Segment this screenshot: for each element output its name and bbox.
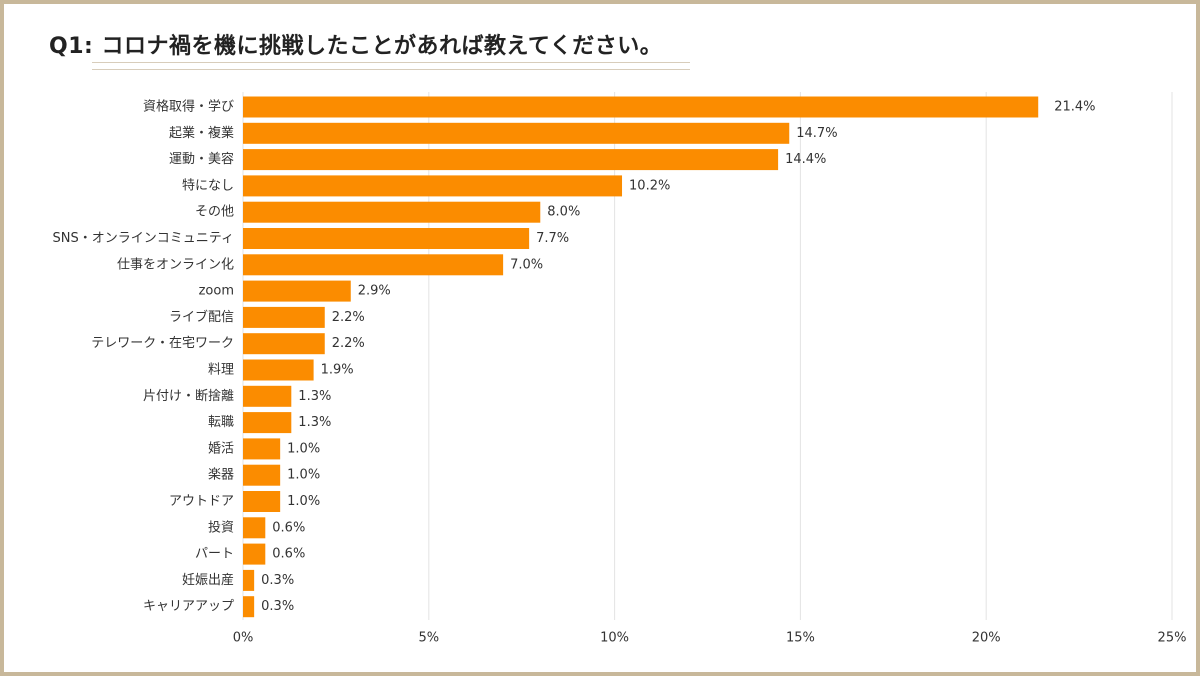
chart-title: Q1: コロナ禍を機に挑戦したことがあれば教えてください。: [49, 34, 663, 59]
category-label: SNS・オンラインコミュニティ: [53, 231, 234, 246]
category-label: 起業・複業: [169, 125, 234, 141]
bar: [243, 333, 325, 355]
bar: [243, 254, 504, 276]
value-label: 1.0%: [287, 494, 320, 509]
value-label: 1.3%: [298, 389, 331, 404]
category-label: その他: [195, 205, 234, 220]
value-label: 10.2%: [629, 178, 670, 193]
value-label: 0.3%: [261, 599, 294, 614]
x-tick-label: 5%: [418, 631, 439, 646]
category-label: 楽器: [208, 467, 234, 483]
category-label: 仕事をオンライン化: [117, 257, 234, 272]
x-tick-label: 0%: [233, 631, 254, 646]
category-label: 妊娠出産: [182, 572, 234, 588]
value-label: 0.6%: [272, 520, 305, 535]
category-label: テレワーク・在宅ワーク: [91, 336, 234, 351]
value-label: 7.7%: [536, 231, 569, 246]
bar: [243, 175, 623, 197]
x-tick-label: 10%: [600, 631, 629, 646]
bar: [243, 96, 1039, 118]
bar: [243, 280, 351, 302]
title-underline: [92, 62, 690, 70]
value-label: 2.2%: [332, 310, 365, 325]
x-tick-label: 20%: [972, 631, 1001, 646]
category-label: 婚活: [208, 441, 234, 456]
value-label: 7.0%: [510, 257, 543, 272]
value-label: 2.2%: [332, 336, 365, 351]
category-label: 転職: [208, 415, 234, 430]
value-label: 21.4%: [1054, 100, 1095, 115]
value-label: 1.0%: [287, 441, 320, 456]
value-label: 14.7%: [796, 126, 837, 141]
x-tick-label: 25%: [1158, 631, 1187, 646]
bar: [243, 464, 281, 486]
grid-lines: [242, 92, 1173, 620]
bar: [243, 385, 292, 407]
bar: [243, 491, 281, 512]
category-label: 特になし: [182, 178, 234, 193]
labels: 0% 5% 10% 15% 20% 25% 資格取得・学び 21.4% 起業・複業 14.7% 運動…: [53, 99, 1187, 646]
value-label: 2.9%: [358, 284, 391, 299]
bar: [243, 596, 255, 618]
category-label: 運動・美容: [169, 151, 234, 167]
value-label: 14.4%: [785, 152, 826, 167]
bar: [243, 438, 281, 460]
bar: [243, 228, 530, 249]
category-label: パート: [195, 547, 234, 562]
bars: [243, 96, 1039, 618]
value-label: 1.9%: [321, 363, 354, 378]
category-label: 投資: [208, 519, 234, 535]
bar: [243, 412, 292, 434]
bar: [243, 517, 266, 539]
x-tick-label: 15%: [786, 631, 815, 646]
category-label: キャリアアップ: [143, 599, 234, 614]
category-label: zoom: [199, 284, 234, 299]
category-label: アウトドア: [169, 494, 234, 509]
bar: [243, 359, 314, 381]
bar: [243, 149, 779, 171]
value-label: 0.6%: [272, 547, 305, 562]
category-label: 資格取得・学び: [143, 99, 234, 115]
value-label: 0.3%: [261, 573, 294, 588]
value-label: 1.0%: [287, 468, 320, 483]
bar: [243, 201, 541, 223]
bar: [243, 569, 255, 591]
bar: [243, 122, 790, 144]
category-label: 料理: [208, 363, 234, 378]
value-label: 8.0%: [547, 205, 580, 220]
category-label: ライブ配信: [169, 309, 234, 325]
category-label: 片付け・断捨離: [143, 388, 234, 404]
bar: [243, 306, 325, 328]
value-label: 1.3%: [298, 415, 331, 430]
bar: [243, 543, 266, 565]
